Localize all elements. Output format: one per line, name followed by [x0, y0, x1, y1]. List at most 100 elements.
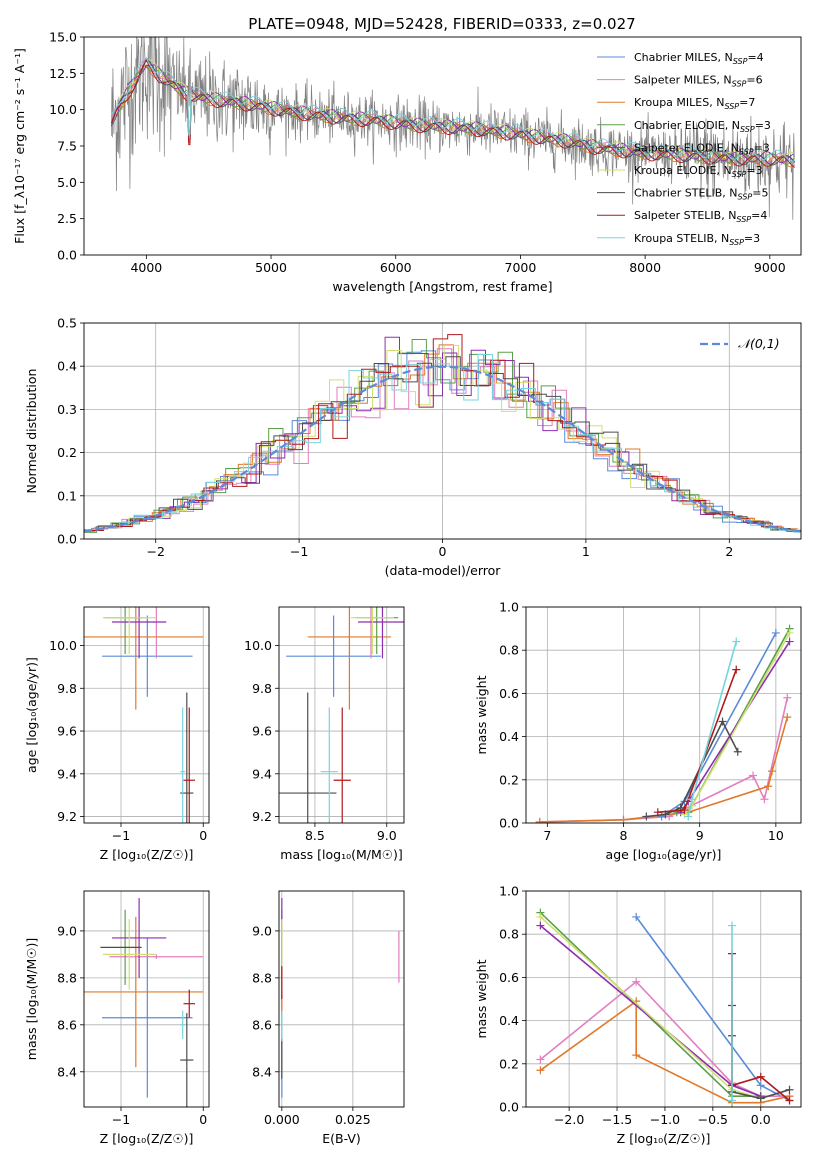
residual-histogram [89, 334, 801, 532]
errorbar-point [286, 615, 382, 697]
axes-frame [83, 322, 802, 540]
y-tick-label: 9.8 [252, 681, 272, 696]
plus-marker [684, 812, 693, 821]
x-tick-label: 7 [543, 828, 551, 843]
errorbar-point [111, 898, 167, 978]
axes-frame [83, 890, 210, 1108]
y-tick-label: 0.2 [499, 1056, 519, 1071]
y-tick-label: 9.2 [57, 809, 77, 824]
y-tick-label: 8.8 [252, 970, 272, 985]
axes-frame [278, 890, 405, 1108]
plus-marker [535, 817, 544, 823]
y-axis-label: Normed distribution [24, 369, 39, 494]
legend-label: Chabrier STELIB, NSSP=5 [634, 187, 768, 202]
plus-marker [619, 815, 628, 823]
plus-marker [756, 1072, 765, 1081]
y-tick-label: 10.0 [244, 638, 272, 653]
y-tick-label: 9.6 [252, 724, 272, 739]
errorbar-point [183, 989, 196, 1018]
panel-spectrum: 4000 5000 6000 7000 8000 9000 0.0 2.5 5.0 7.5 10.0… [12, 30, 802, 294]
panel-massweight_vs_age: 7 8 9 10 0.0 0.2 0.4 0.6 0.8 1.0 age [log₁₀(age/yr… [474, 600, 802, 862]
plot-layer [84, 334, 801, 533]
x-tick-label: 4000 [130, 260, 162, 275]
y-tick-label: 0.0 [57, 532, 77, 547]
errorbar-point [333, 707, 351, 823]
plus-marker [785, 1085, 794, 1094]
panel-age_vs_Z: −1 0 9.2 9.4 9.6 9.8 10.0 Z [log₁₀(Z/Z☉)] age [l… [24, 606, 210, 862]
y-tick-label: 0.0 [499, 816, 519, 831]
y-tick-label: 10.0 [49, 102, 77, 117]
plus-marker [718, 717, 727, 726]
x-tick-label: 0.000 [264, 1112, 300, 1127]
plus-marker [642, 812, 651, 821]
plus-marker [771, 628, 780, 637]
plus-marker [536, 1066, 545, 1075]
y-tick-label: 9.4 [252, 766, 272, 781]
plus-marker [760, 795, 769, 804]
residual-histogram [90, 354, 801, 533]
plus-marker [680, 806, 689, 815]
legend-label: Chabrier ELODIE, NSSP=3 [634, 119, 771, 134]
model-spectrum-line [111, 57, 795, 162]
plus-marker [632, 912, 641, 921]
x-tick-label: 0 [199, 828, 207, 843]
plot-area [526, 607, 801, 823]
x-tick-label: −2 [146, 544, 164, 559]
axes-frame [83, 36, 802, 256]
plus-marker [632, 977, 641, 986]
panel-mass_vs_Z: −1 0 8.4 8.6 8.8 9.0 Z [log₁₀(Z/Z☉)] mass [log₁… [24, 890, 210, 1146]
plus-marker [764, 782, 773, 791]
x-tick-label: 5000 [255, 260, 287, 275]
y-tick-label: 9.0 [57, 923, 77, 938]
y-tick-label: 0.4 [499, 1013, 519, 1028]
x-tick-label: 8.5 [305, 828, 325, 843]
x-tick-label: −1 [290, 544, 308, 559]
y-tick-label: 0.6 [499, 686, 519, 701]
y-tick-label: 2.5 [57, 211, 77, 226]
y-axis-label: mass [log₁₀(M/M☉)] [24, 938, 39, 1060]
x-axis-label: Z [log₁₀(Z/Z☉)] [617, 1131, 711, 1146]
x-tick-label: −2.0 [554, 1112, 584, 1127]
plus-marker [732, 637, 741, 646]
x-axis-label: Z [log₁₀(Z/Z☉)] [100, 1131, 194, 1146]
y-tick-label: 9.6 [57, 724, 77, 739]
plus-marker [728, 921, 737, 930]
plot-layer [84, 607, 204, 823]
y-axis-label: mass weight [474, 959, 489, 1038]
figure-title: PLATE=0948, MJD=52428, FIBERID=0333, z=0… [248, 15, 635, 33]
errorbar-point [180, 707, 186, 823]
x-tick-label: 0 [439, 544, 447, 559]
x-axis-label: wavelength [Angstrom, rest frame] [332, 279, 552, 294]
plus-marker [768, 767, 777, 776]
y-tick-label: 9.4 [57, 766, 77, 781]
y-tick-label: 0.2 [499, 772, 519, 787]
y-tick-label: 0.4 [499, 729, 519, 744]
errorbar-point [84, 916, 204, 1068]
plus-marker [785, 1096, 794, 1105]
legend-label: Kroupa STELIB, NSSP=3 [634, 232, 760, 247]
y-tick-label: 1.0 [499, 884, 519, 899]
y-tick-label: 0.6 [499, 970, 519, 985]
y-tick-label: 0.3 [57, 402, 77, 417]
x-axis-label: E(B-V) [322, 1131, 361, 1146]
plus-marker [632, 1051, 641, 1060]
plot-layer [536, 908, 794, 1107]
panel-mass_vs_EBV: 0.000 0.025 8.4 8.6 8.8 9.0 E(B-V) [252, 890, 405, 1146]
y-axis-label: age [log₁₀(age/yr)] [24, 657, 39, 773]
errorbar-point [84, 607, 204, 710]
plot-area [526, 891, 801, 1107]
legend-label: Salpeter MILES, NSSP=6 [634, 74, 763, 89]
plus-marker [536, 912, 545, 921]
y-tick-label: 9.2 [252, 809, 272, 824]
plot-layer [110, 37, 796, 220]
panel-age_vs_mass: 8.5 9.0 9.2 9.4 9.6 9.8 10.0 mass [log₁₀(M/M☉)] [244, 606, 405, 862]
plot-layer [281, 898, 400, 1098]
errorbar-point [102, 937, 193, 1098]
legend-label: 𝒩(0,1) [738, 336, 780, 351]
x-axis-label: mass [log₁₀(M/M☉)] [280, 847, 402, 862]
plot-area [84, 607, 209, 823]
model-spectrum-line [110, 59, 796, 168]
x-tick-label: −1.5 [602, 1112, 632, 1127]
axes-frame [278, 606, 405, 824]
